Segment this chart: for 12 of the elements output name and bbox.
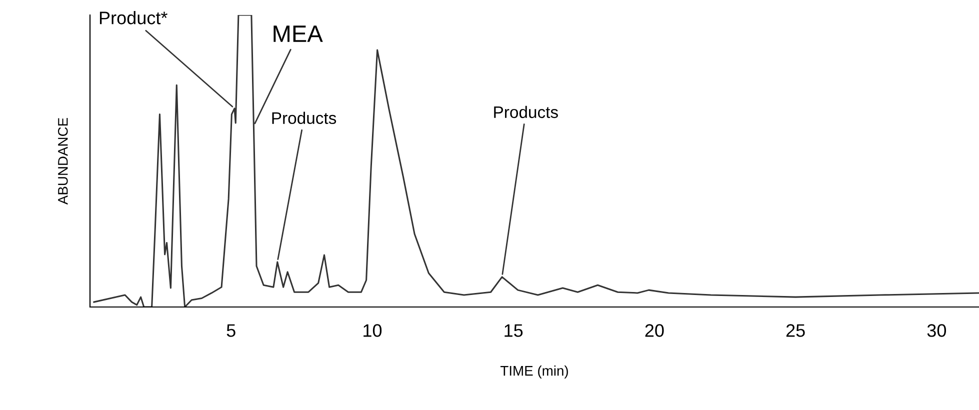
x-tick-label: 15: [504, 324, 523, 337]
annotation: Products: [272, 112, 336, 124]
x-tick-label: 5: [226, 324, 236, 337]
y-axis-title: ABUNDANCE: [58, 118, 68, 205]
x-tick-label: 20: [645, 324, 664, 337]
annotation: Product*: [100, 11, 168, 24]
annotation: MEA: [274, 26, 323, 42]
annotation: Products: [494, 106, 558, 118]
x-tick-label: 30: [927, 324, 946, 337]
x-axis-title: TIME (min): [500, 366, 568, 378]
x-tick-label: 10: [364, 324, 382, 337]
x-tick-label: 25: [786, 324, 805, 337]
